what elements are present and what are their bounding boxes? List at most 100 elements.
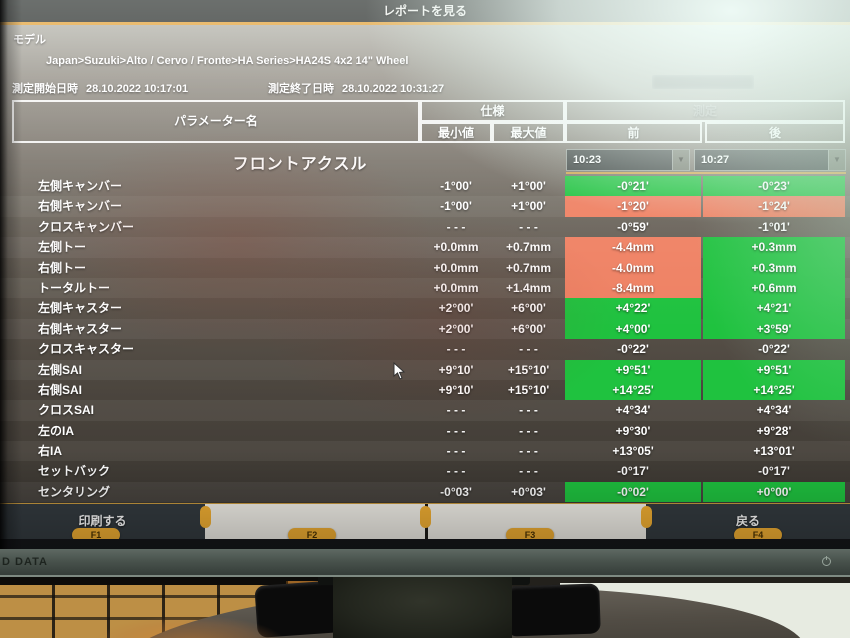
measured-after-value: +14°25' [703,379,845,401]
table-row: クロスSAI - - - - - - +4°34' +4°34' [0,400,850,421]
measured-before-value: -0°22' [617,342,649,357]
glare-obscured-button[interactable] [652,75,754,89]
spec-max-value: +15°10' [507,382,550,397]
spec-max-value: - - - [519,464,538,479]
measured-after-value: -1°01' [758,219,790,234]
after-time-value: 10:27 [701,154,730,166]
measured-before-value: -4.0mm [565,257,701,278]
measured-before-value: +14°25' [565,379,701,401]
spec-min-value: - - - [446,464,466,479]
parameter-name: トータルトー [38,280,111,295]
segment-connector [641,506,652,528]
spec-min-value: -1°00' [440,179,472,193]
spec-min-value: -0°03' [440,484,472,499]
before-time-value: 10:23 [573,154,602,166]
screen-bottom-strip [0,539,850,549]
parameter-name: 右側キャンバー [38,199,123,214]
monitor-stand-neck [333,577,512,638]
segment-connector [420,506,431,528]
page-title: レポートを見る [0,0,850,22]
measured-before-value: +4°22' [565,298,701,319]
spec-min-value: - - - [446,219,466,234]
column-header-max: 最大値 [492,122,565,143]
measured-after-value: +3°59' [703,318,845,340]
measured-after-value: +13°01' [753,444,795,459]
table-row: 右側SAI +9°10' +15°10' +14°25' +14°25' [0,379,850,401]
window-top-rail [0,577,350,585]
spec-min-value: +0.0mm [433,260,479,275]
table-row: 右側キャンバー -1°00' +1°00' -1°20' -1°24' [0,196,850,217]
spec-min-value: - - - [446,444,466,459]
measured-before-value: -0°17' [617,464,649,479]
table-row: センタリング -0°03' +0°03' -0°02' +0°00' [0,481,850,503]
spec-max-value: +1.4mm [505,280,552,295]
spec-min-value: +9°10' [438,382,474,397]
measured-after-value: +0°00' [703,481,845,503]
section-title-front-axle: フロントアクスル [232,156,368,173]
table-row: クロスキャンバー - - - - - - -0°59' -1°01' [0,217,850,237]
function-key-bar: 印刷する 戻る F1 F2 F3 F4 [0,503,850,542]
column-header-min: 最小値 [420,122,492,143]
measured-before-value: -8.4mm [565,277,701,299]
measure-start-value: 28.10.2022 10:17:01 [86,83,189,95]
spec-max-value: - - - [519,423,538,438]
measure-start-label: 測定開始日時 [12,83,78,95]
back-button-label: 戻る [735,514,760,528]
print-button-label: 印刷する [78,514,127,528]
measured-before-value: -0°02' [565,481,701,503]
spec-max-value: - - - [519,444,538,459]
spec-max-value: +1°00' [511,199,546,214]
spec-min-value: +9°10' [438,362,474,377]
spec-min-value: +0.0mm [433,280,479,295]
parameter-name: クロスキャスター [38,342,135,357]
segment-connector [200,506,211,528]
column-header-spec: 仕様 [420,100,565,122]
monitor-brand-logo: D DATA [2,556,48,568]
parameter-name: セットバック [38,464,111,479]
measured-after-value: +0.3mm [703,237,845,258]
spec-max-value: - - - [519,219,538,234]
measured-before-value: +4°00' [565,318,701,340]
spec-max-value: +0°03' [511,484,546,499]
chevron-down-icon[interactable]: ▼ [672,150,689,170]
spec-max-value: +0.7mm [505,260,552,275]
before-time-dropdown[interactable]: 10:23 ▼ [566,149,690,171]
column-header-measured: 測定 [565,100,845,122]
measured-after-value: -0°17' [758,464,790,479]
report-content: モデル Japan>Suzuki>Alto / Cervo / Fronte>H… [0,25,850,503]
column-header-before: 前 [565,122,702,143]
table-row: クロスキャスター - - - - - - -0°22' -0°22' [0,339,850,359]
spec-min-value: +2°00' [438,321,474,336]
parameter-name: 右側キャスター [38,321,123,336]
model-label: モデル [13,34,46,46]
measured-after-value: +0.6mm [703,277,845,299]
spec-max-value: - - - [519,403,538,418]
spec-min-value: - - - [446,423,466,438]
table-row: 左側キャスター +2°00' +6°00' +4°22' +4°21' [0,298,850,319]
measured-before-value: +9°30' [615,423,651,438]
table-row: 左側トー +0.0mm +0.7mm -4.4mm +0.3mm [0,237,850,258]
parameter-name: 右IA [38,444,63,459]
parameter-name: 右側トー [38,260,87,275]
spec-max-value: +15°10' [507,362,550,377]
chevron-down-icon[interactable]: ▼ [828,150,845,170]
measured-before-value: -0°21' [565,176,701,197]
measured-before-value: +4°34' [615,403,651,418]
measure-end-value: 28.10.2022 10:31:27 [342,83,445,95]
parameter-name: 左側キャスター [38,301,123,316]
spec-max-value: +6°00' [511,301,546,316]
spec-max-value: +6°00' [511,321,546,336]
spec-min-value: -1°00' [440,199,472,214]
measured-before-value: +9°51' [565,359,701,380]
measured-after-value: +9°28' [756,423,792,438]
measured-before-value: -0°59' [617,219,649,234]
parameter-name: センタリング [38,484,111,499]
vehicle-model-breadcrumb: Japan>Suzuki>Alto / Cervo / Fronte>HA Se… [46,55,409,67]
after-time-dropdown[interactable]: 10:27 ▼ [694,149,846,171]
measure-start-datetime: 測定開始日時 28.10.2022 10:17:01 [12,80,188,96]
measured-after-value: +4°21' [703,298,845,319]
column-header-after: 後 [705,122,845,143]
spec-max-value: - - - [519,342,538,357]
spec-min-value: - - - [446,342,466,357]
